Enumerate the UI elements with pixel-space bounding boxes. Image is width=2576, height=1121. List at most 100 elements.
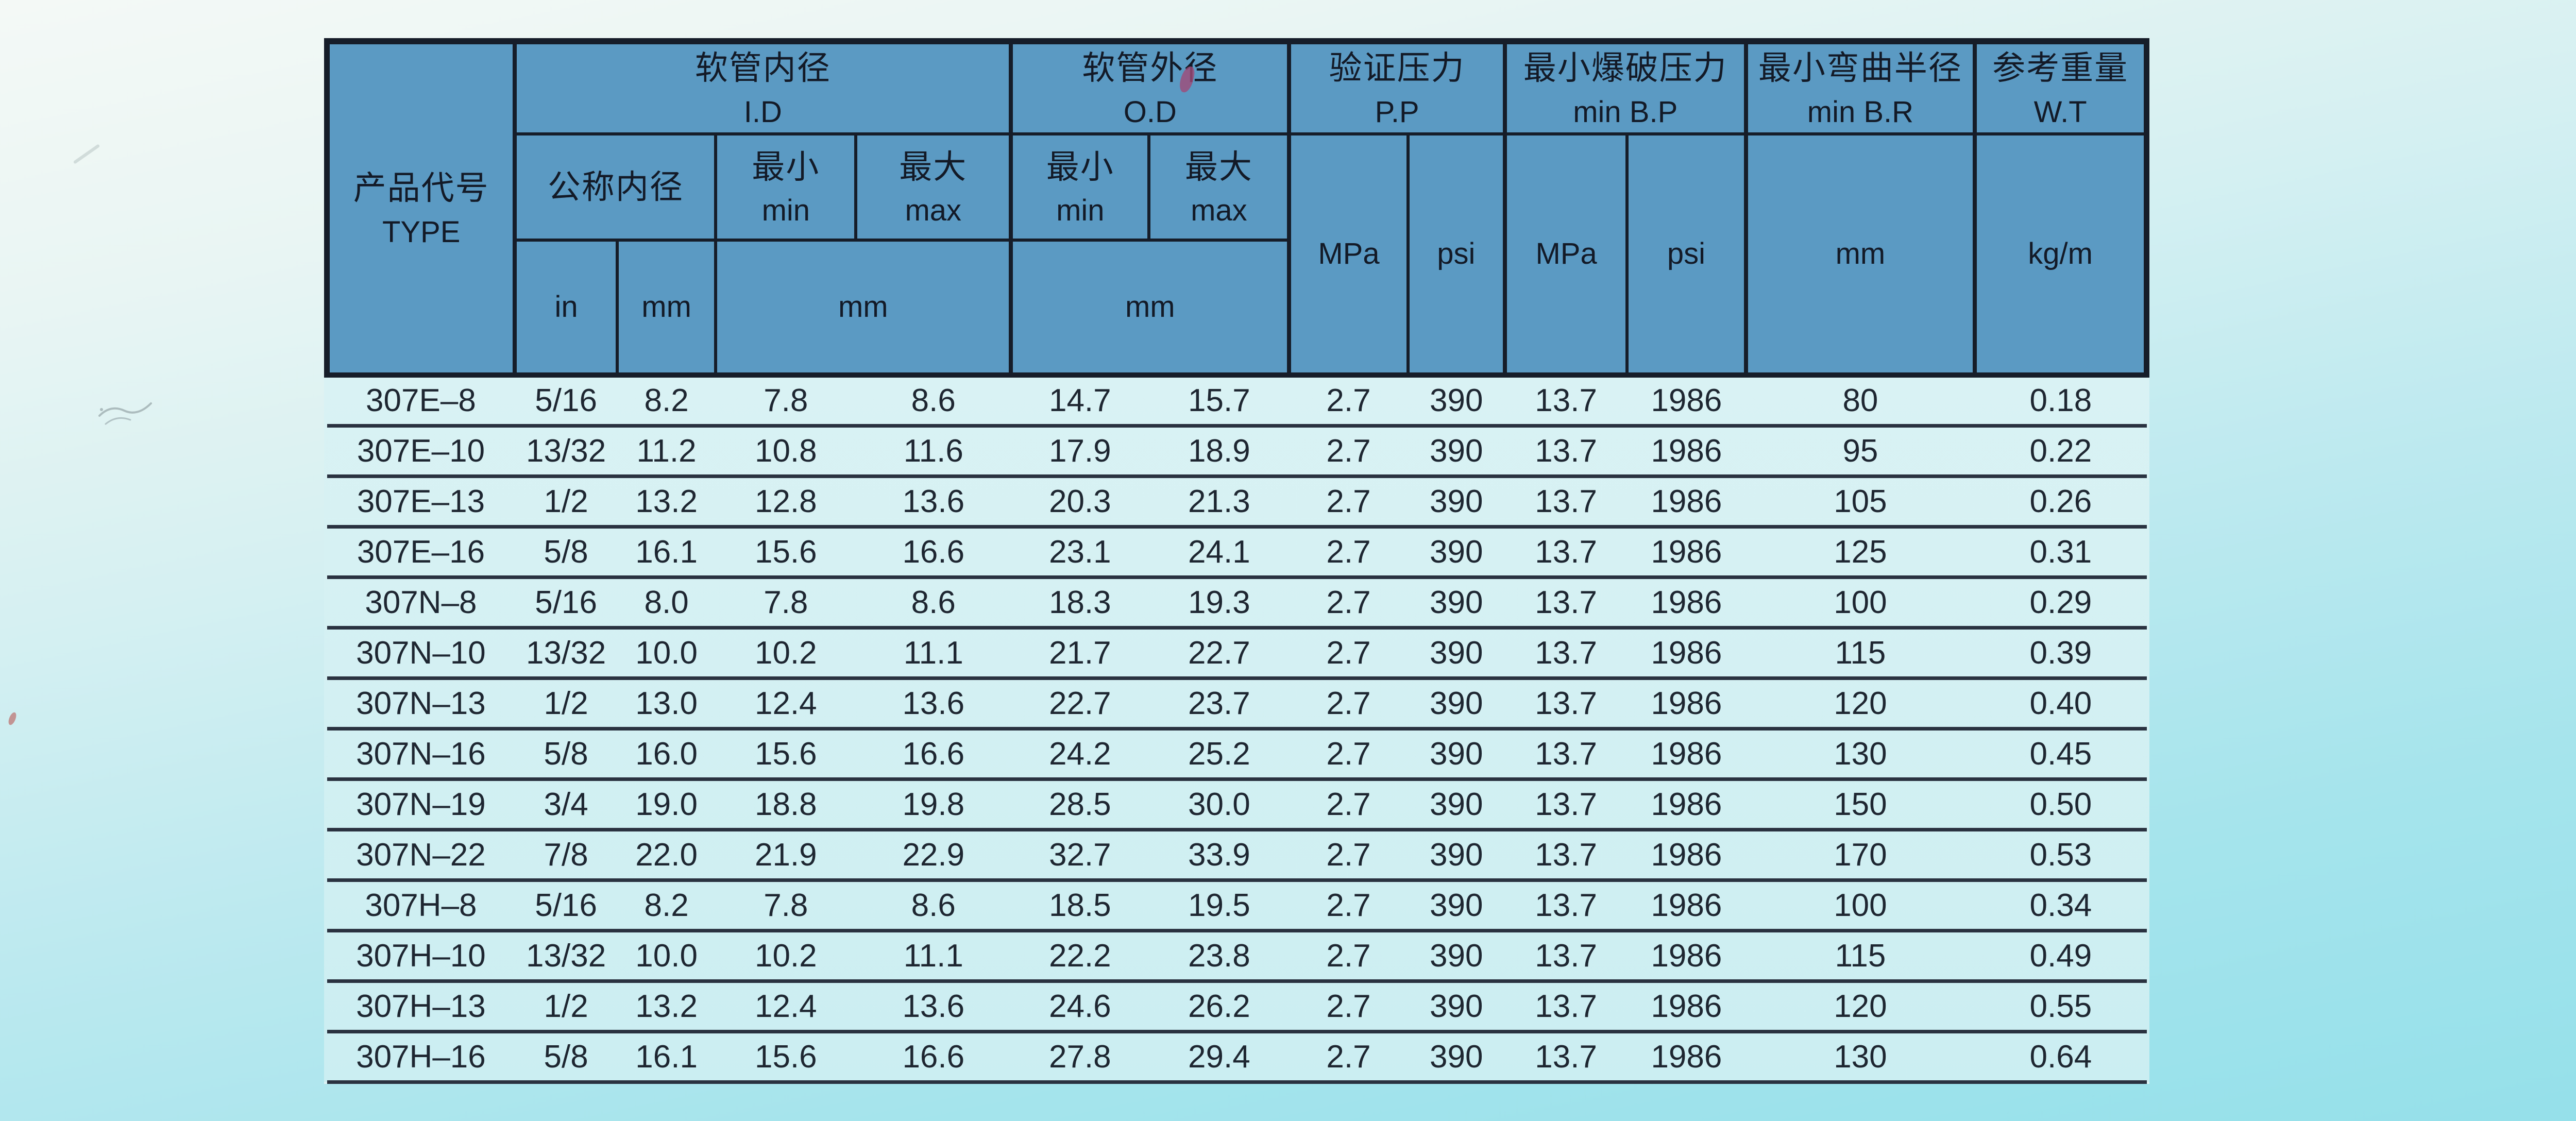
cell: 390 [1408, 981, 1505, 1033]
cell: 390 [1408, 930, 1505, 983]
header-group-wt-zh: 参考重量 [1992, 49, 2129, 87]
header-group-pp: 验证压力 P.P [1287, 38, 1507, 136]
cell: 307N–13 [327, 678, 515, 731]
header-id-min-en: min [761, 194, 810, 228]
header-id-max: 最大 max [854, 132, 1013, 242]
cell: 13.0 [617, 678, 716, 731]
pencil-scribble-artifact [98, 402, 152, 425]
cell: 19.8 [856, 779, 1011, 831]
cell: 29.4 [1149, 1031, 1290, 1084]
cell: 390 [1408, 526, 1505, 579]
cell: 22.2 [1011, 930, 1149, 983]
cell: 390 [1408, 728, 1505, 781]
cell: 1986 [1627, 981, 1746, 1033]
cell: 7.8 [716, 375, 856, 428]
cell: 28.5 [1011, 779, 1149, 831]
cell: 130 [1745, 1031, 1975, 1084]
cell: 2.7 [1289, 1031, 1408, 1084]
red-dot-artifact [7, 711, 18, 726]
cell: 11.1 [856, 930, 1011, 983]
cell: 0.29 [1975, 577, 2147, 630]
cell: 13.7 [1504, 476, 1628, 529]
cell: 2.7 [1289, 426, 1408, 478]
cell: 0.53 [1975, 829, 2147, 882]
cell: 33.9 [1149, 829, 1290, 882]
cell: 390 [1408, 375, 1505, 428]
cell: 16.1 [617, 1031, 716, 1084]
cell: 15.6 [716, 526, 856, 579]
table-header: 产品代号 TYPE 软管内径 I.D 软管外径 O.D 验证压力 P.P 最小爆… [324, 38, 2150, 378]
header-od-max: 最大 max [1147, 132, 1292, 242]
cell: 13.6 [856, 476, 1011, 529]
cell: 390 [1408, 829, 1505, 882]
cell: 18.8 [716, 779, 856, 831]
header-group-bp-zh: 最小爆破压力 [1523, 49, 1727, 87]
header-group-wt: 参考重量 W.T [1973, 38, 2150, 136]
header-unit-mm-od: mm [1009, 239, 1292, 378]
cell: 100 [1745, 577, 1975, 630]
header-pp-psi-label: psi [1437, 237, 1476, 271]
cell: 26.2 [1149, 981, 1290, 1033]
cell: 1/2 [515, 476, 617, 529]
cell: 1986 [1627, 426, 1746, 478]
cell: 13.7 [1504, 577, 1628, 630]
cell: 13.7 [1504, 880, 1628, 932]
cell: 7.8 [716, 577, 856, 630]
cell: 16.6 [856, 728, 1011, 781]
table-row: 307N–16 5/8 16.0 15.6 16.6 24.2 25.2 2.7 390 13.7… [327, 728, 2147, 781]
cell: 13.7 [1504, 375, 1628, 428]
cell: 0.45 [1975, 728, 2147, 781]
cell: 307E–10 [327, 426, 515, 478]
cell: 19.5 [1149, 880, 1290, 932]
cell: 0.64 [1975, 1031, 2147, 1084]
cell: 15.6 [716, 1031, 856, 1084]
cell: 13.7 [1504, 728, 1628, 781]
header-group-pp-zh: 验证压力 [1329, 49, 1465, 87]
cell: 18.5 [1011, 880, 1149, 932]
cell: 307H–13 [327, 981, 515, 1033]
cell: 25.2 [1149, 728, 1290, 781]
cell: 8.6 [856, 880, 1011, 932]
cell: 0.40 [1975, 678, 2147, 731]
cell: 22.7 [1011, 678, 1149, 731]
table-row: 307E–16 5/8 16.1 15.6 16.6 23.1 24.1 2.7 390 13.7… [327, 526, 2147, 579]
cell: 16.6 [856, 1031, 1011, 1084]
cell: 1986 [1627, 476, 1746, 529]
cell: 1986 [1627, 779, 1746, 831]
cell: 16.6 [856, 526, 1011, 579]
cell: 0.49 [1975, 930, 2147, 983]
cell: 307E–8 [327, 375, 515, 428]
cell: 0.18 [1975, 375, 2147, 428]
header-group-br: 最小弯曲半径 min B.R [1744, 38, 1977, 136]
cell: 13.7 [1504, 1031, 1628, 1084]
cell: 390 [1408, 1031, 1505, 1084]
cell: 1986 [1627, 526, 1746, 579]
cell: 22.0 [617, 829, 716, 882]
cell: 19.3 [1149, 577, 1290, 630]
cell: 15.6 [716, 728, 856, 781]
cell: 125 [1745, 526, 1975, 579]
cell: 307E–16 [327, 526, 515, 579]
cell: 2.7 [1289, 577, 1408, 630]
cell: 0.34 [1975, 880, 2147, 932]
table-row: 307N–8 5/16 8.0 7.8 8.6 18.3 19.3 2.7 390 13.7 198… [327, 577, 2147, 630]
cell: 24.6 [1011, 981, 1149, 1033]
cell: 10.8 [716, 426, 856, 478]
header-group-od-en: O.D [1123, 95, 1177, 129]
header-type-zh: 产品代号 [353, 169, 489, 207]
cell: 23.8 [1149, 930, 1290, 983]
header-unit-mm-id: mm [714, 239, 1013, 378]
cell: 2.7 [1289, 375, 1408, 428]
cell: 21.7 [1011, 627, 1149, 680]
cell: 5/16 [515, 880, 617, 932]
cell: 1986 [1627, 678, 1746, 731]
header-od-min: 最小 min [1009, 132, 1150, 242]
cell: 2.7 [1289, 627, 1408, 680]
header-group-od-zh: 软管外径 [1082, 49, 1218, 87]
cell: 13/32 [515, 627, 617, 680]
cell: 2.7 [1289, 930, 1408, 983]
cell: 23.1 [1011, 526, 1149, 579]
header-unit-in-label: in [554, 290, 578, 324]
cell: 13.7 [1504, 981, 1628, 1033]
cell: 0.31 [1975, 526, 2147, 579]
